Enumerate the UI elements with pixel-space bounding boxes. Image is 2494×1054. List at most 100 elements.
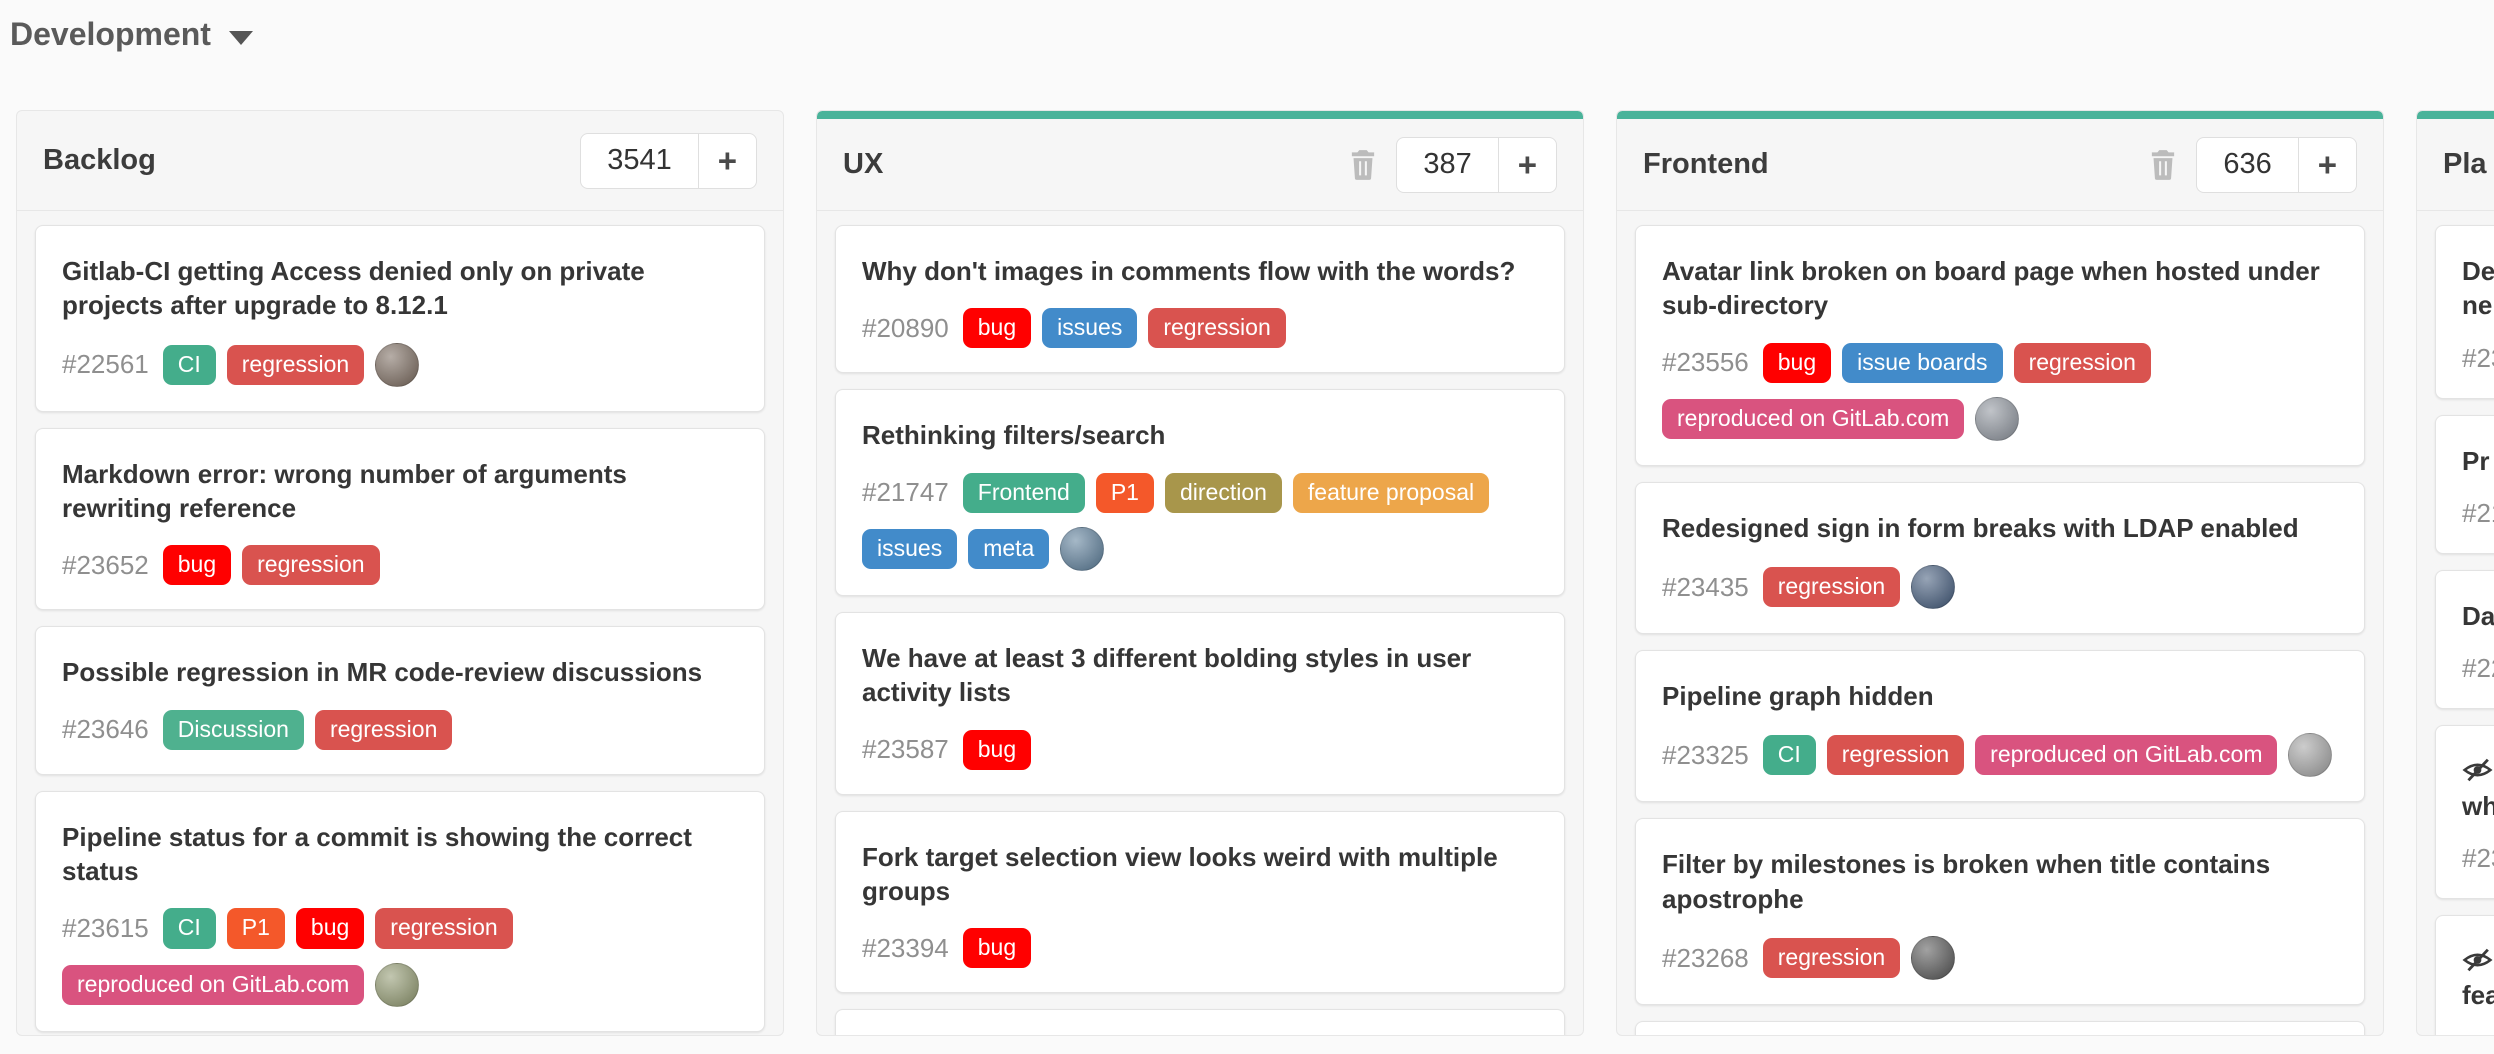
label-pill[interactable]: regression (1148, 308, 1286, 349)
label-pill[interactable]: CI (1762, 735, 1816, 776)
issue-card[interactable]: Unsubscribe confirmation page is ugly#23… (835, 1009, 1565, 1035)
label-pill[interactable]: bug (962, 729, 1032, 770)
issue-card-title: Filter by milestones is broken when titl… (1662, 849, 2271, 914)
issue-card-meta: #23 (2462, 343, 2494, 374)
issue-card[interactable]: We have at least 3 different bolding sty… (835, 611, 1565, 795)
issue-number: #20890 (862, 312, 949, 343)
issue-card[interactable]: Rethinking filters/search #21747 Frontend P… (835, 389, 1565, 596)
issue-count-box: 636 + (2196, 136, 2357, 193)
issue-card[interactable]: Gitlab-CI getting Access denied only on … (35, 225, 765, 412)
label-pill[interactable]: bug (162, 545, 232, 586)
board-column-frontend: Frontend 636 + Avatar link broken on board … (1616, 110, 2384, 1036)
issue-number: #23268 (1662, 942, 1749, 973)
add-issue-button[interactable]: + (1497, 137, 1556, 192)
issue-card[interactable]: Pipeline status for a commit is showing … (35, 790, 765, 1032)
issue-card-meta: #22 (2462, 653, 2494, 684)
label-pill[interactable]: bug (962, 928, 1032, 969)
issue-card[interactable]: Da #22 (2435, 569, 2494, 710)
issue-number: #23652 (62, 549, 149, 580)
delete-list-button[interactable] (1350, 149, 1376, 180)
assignee-avatar (1911, 936, 1956, 981)
label-pill[interactable]: issues (862, 528, 958, 569)
issue-card[interactable]: Filter by milestones is broken when titl… (1635, 818, 2365, 1006)
issue-number: #23325 (1662, 739, 1749, 770)
board-column-backlog: Backlog 3541 + Gitlab-CI getting Access den… (16, 110, 784, 1036)
label-pill[interactable]: regression (242, 545, 380, 586)
issue-card-meta: #23587 bug (862, 729, 1538, 770)
label-pill[interactable]: reproduced on GitLab.com (1975, 735, 2278, 776)
label-pill[interactable]: regression (1826, 735, 1965, 776)
board-switcher[interactable]: Development (10, 16, 253, 53)
column-title: Backlog (43, 144, 156, 176)
issue-card[interactable]: De ne #23 (2435, 225, 2494, 399)
issue-number: #22 (2462, 653, 2494, 684)
label-pill[interactable]: reproduced on GitLab.com (62, 964, 365, 1005)
issue-card[interactable]: Pipeline graph hidden #23325 CI regression r… (1635, 650, 2365, 803)
trash-icon (1352, 149, 1375, 180)
assignee-avatar (2288, 733, 2333, 778)
label-pill[interactable]: P1 (1095, 472, 1154, 513)
issue-count-badge: 3541 (607, 144, 672, 176)
label-pill[interactable]: feature proposal (1292, 472, 1490, 513)
issue-card[interactable]: Possible regression in MR code-review di… (35, 626, 765, 775)
issue-card[interactable]: Why don't images in comments flow with t… (835, 225, 1565, 374)
label-pill[interactable]: regression (226, 344, 365, 385)
issue-count-box: 387 + (1396, 136, 1557, 193)
label-pill[interactable]: bug (1762, 342, 1832, 383)
issue-card[interactable]: fea #23 (2435, 914, 2494, 1036)
label-pill[interactable]: regression (1762, 567, 1901, 608)
label-pill[interactable]: regression (375, 908, 513, 949)
assignee-avatar (375, 962, 420, 1007)
label-pill[interactable]: reproduced on GitLab.com (1662, 398, 1965, 439)
label-pill[interactable]: CI (162, 908, 216, 949)
label-pill[interactable]: bug (962, 308, 1032, 349)
column-title: Pla (2443, 148, 2487, 180)
issue-card-meta: #23268 regression (1662, 936, 2338, 981)
add-issue-button[interactable]: + (697, 133, 756, 188)
issue-card[interactable]: wh #23 (2435, 725, 2494, 899)
issue-card-title: Da (2462, 600, 2494, 631)
issue-number: #23646 (62, 714, 149, 745)
label-pill[interactable]: P1 (226, 908, 285, 949)
label-pill[interactable]: CI (162, 344, 216, 385)
label-pill[interactable]: issues (1042, 308, 1138, 349)
issue-card-meta: #23 (2462, 843, 2494, 874)
column-accent-bar (2417, 111, 2494, 119)
issue-card[interactable]: Markdown error: wrong number of argument… (35, 427, 765, 611)
board-column-ux: UX 387 + Why don't images in comments flow … (816, 110, 1584, 1036)
issue-card-title: Pr (2462, 445, 2490, 476)
issue-number: #23394 (862, 932, 949, 963)
label-pill[interactable]: Frontend (962, 472, 1085, 513)
issue-card-title: Avatar link broken on board page when ho… (1662, 256, 2320, 321)
issue-card[interactable]: Avatar link broken on board page when ho… (1635, 225, 2365, 466)
label-pill[interactable]: regression (1762, 937, 1901, 979)
issue-card[interactable]: Regression: Safari CSS animation broken … (1635, 1021, 2365, 1035)
label-pill[interactable]: issue boards (1842, 342, 2003, 383)
issue-card-title: Pipeline graph hidden (1662, 681, 1934, 712)
issue-number: #23 (2462, 342, 2494, 373)
label-pill[interactable]: Discussion (162, 709, 304, 750)
issue-card[interactable]: Fork target selection view looks weird w… (835, 810, 1565, 994)
issue-card-meta: #20890 bug issues regression (862, 308, 1538, 349)
issue-number: #23 (2462, 1033, 2494, 1036)
label-pill[interactable]: regression (2013, 342, 2151, 383)
card-list: Gitlab-CI getting Access denied only on … (17, 211, 783, 1035)
issue-card-title: fea (2462, 944, 2494, 1013)
issue-card[interactable]: Pr #21 (2435, 414, 2494, 554)
label-pill[interactable]: meta (968, 528, 1050, 569)
add-issue-button[interactable]: + (2297, 137, 2356, 192)
issue-card[interactable]: Redesigned sign in form breaks with LDAP… (1635, 481, 2365, 635)
card-list: Avatar link broken on board page when ho… (1617, 211, 2383, 1035)
column-title: UX (843, 148, 884, 180)
delete-list-button[interactable] (2150, 149, 2176, 180)
assignee-avatar (375, 342, 420, 387)
issue-card-title: wh (2462, 754, 2494, 823)
label-pill[interactable]: regression (314, 709, 453, 750)
issue-card-meta: #21 (2462, 498, 2494, 529)
issue-count-box: 3541 + (580, 132, 757, 189)
issue-count-badge: 387 (1423, 148, 1472, 180)
label-pill[interactable]: direction (1164, 472, 1282, 513)
issue-number: #22561 (62, 349, 149, 380)
label-pill[interactable]: bug (295, 908, 365, 949)
issue-card-meta: #23652 bug regression (62, 545, 738, 586)
